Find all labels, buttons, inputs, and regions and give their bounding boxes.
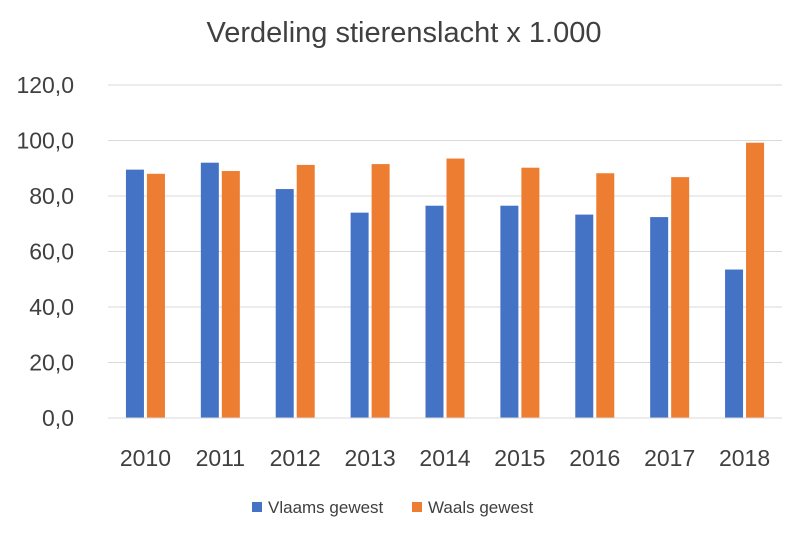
y-tick-label: 0,0 bbox=[42, 405, 74, 431]
x-tick-label: 2014 bbox=[419, 445, 470, 471]
bar-vlaams bbox=[350, 212, 369, 418]
bar-vlaams bbox=[425, 205, 444, 418]
bar-vlaams bbox=[725, 269, 744, 418]
x-tick-label: 2012 bbox=[270, 445, 321, 471]
x-tick-label: 2018 bbox=[719, 445, 770, 471]
legend-swatch bbox=[252, 502, 262, 512]
bar-waals bbox=[296, 164, 315, 418]
x-tick-label: 2013 bbox=[345, 445, 396, 471]
bar-vlaams bbox=[125, 169, 144, 418]
legend-swatch bbox=[412, 502, 422, 512]
x-tick-label: 2017 bbox=[644, 445, 695, 471]
bar-vlaams bbox=[275, 189, 294, 418]
y-tick-label: 40,0 bbox=[29, 294, 74, 320]
bar-waals bbox=[446, 158, 465, 418]
x-tick-label: 2015 bbox=[494, 445, 545, 471]
bar-waals bbox=[521, 167, 540, 418]
grid-lines bbox=[108, 84, 782, 363]
y-tick-label: 120,0 bbox=[16, 72, 74, 98]
y-tick-label: 80,0 bbox=[29, 183, 74, 209]
legend-label: Waals gewest bbox=[428, 498, 533, 517]
y-tick-label: 20,0 bbox=[29, 350, 74, 376]
x-axis-ticks: 2010 2011 2012 2013 2014 2015 2016 2017 2018 bbox=[120, 445, 770, 471]
y-tick-label: 100,0 bbox=[16, 128, 74, 154]
bars bbox=[125, 142, 765, 418]
bar-waals bbox=[221, 171, 240, 418]
x-tick-label: 2011 bbox=[196, 445, 245, 471]
bar-vlaams bbox=[200, 162, 219, 418]
bar-waals bbox=[596, 173, 615, 418]
bar-vlaams bbox=[650, 217, 669, 418]
chart-title: Verdeling stierenslacht x 1.000 bbox=[207, 17, 602, 49]
bar-waals bbox=[746, 142, 765, 418]
bar-waals bbox=[671, 177, 690, 418]
bar-vlaams bbox=[575, 214, 594, 418]
y-axis-ticks: 0,0 20,0 40,0 60,0 80,0 100,0 120,0 bbox=[16, 72, 74, 431]
y-tick-label: 60,0 bbox=[29, 239, 74, 265]
bar-vlaams bbox=[500, 205, 519, 418]
x-tick-label: 2016 bbox=[569, 445, 620, 471]
legend: Vlaams gewest Waals gewest bbox=[252, 498, 533, 517]
legend-label: Vlaams gewest bbox=[268, 498, 384, 517]
x-tick-label: 2010 bbox=[120, 445, 171, 471]
bar-waals bbox=[146, 173, 165, 418]
bar-waals bbox=[371, 164, 390, 418]
